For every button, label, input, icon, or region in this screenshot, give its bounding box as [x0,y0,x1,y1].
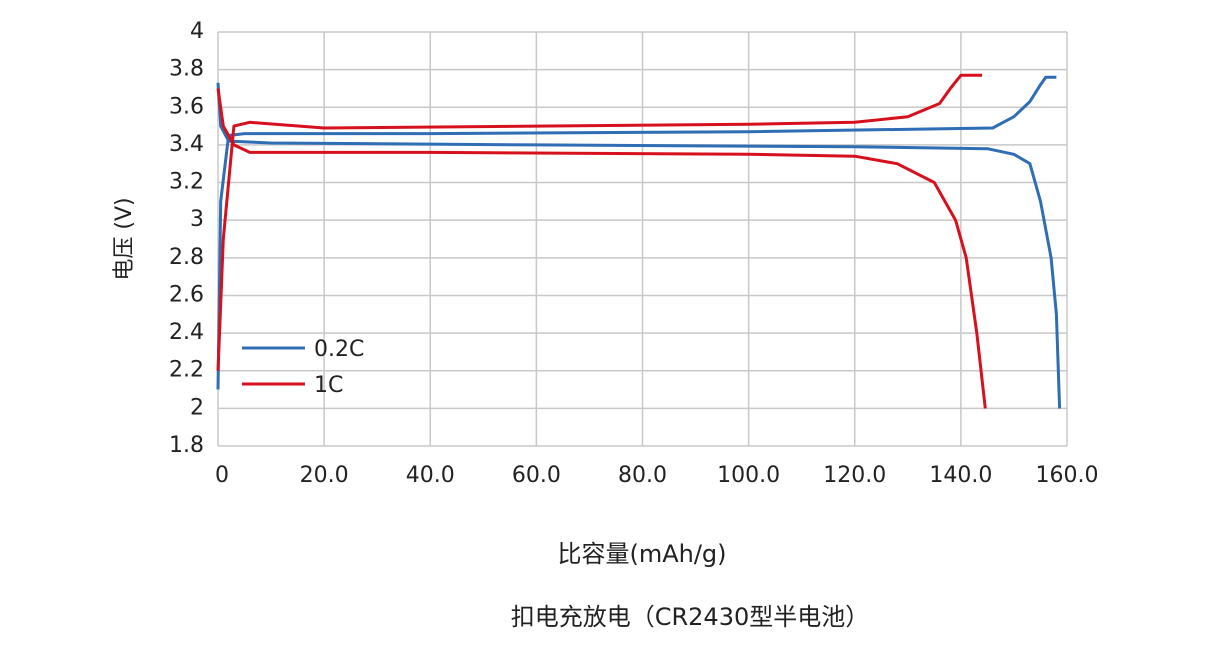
y-tick-label: 3.6 [169,94,204,119]
y-tick-label: 1.8 [169,433,204,458]
y-axis-label: 电压 (V) [112,197,137,280]
y-tick-label: 3 [190,207,204,232]
x-tick-label: 80.0 [618,463,667,488]
x-tick-label: 140.0 [929,463,992,488]
x-tick-label: 0 [215,463,229,488]
caption: 扣电充放电（CR2430型半电池） [511,603,870,631]
y-tick-label: 2 [190,395,204,420]
y-tick-label: 3.8 [169,57,204,82]
y-tick-label: 4 [190,19,204,44]
legend-label: 0.2C [314,337,364,362]
y-tick-label: 3.4 [169,132,204,157]
y-tick-label: 3.2 [169,170,204,195]
x-tick-label: 160.0 [1036,463,1099,488]
y-tick-label: 2.4 [169,320,204,345]
x-tick-label: 20.0 [300,463,349,488]
series-line [216,73,987,409]
x-tick-label: 120.0 [823,463,886,488]
x-tick-label: 40.0 [406,463,455,488]
series-line [216,75,1062,409]
x-tick-label: 60.0 [512,463,561,488]
x-axis-label: 比容量(mAh/g) [557,540,726,568]
legend-label: 1C [314,373,343,398]
y-tick-label: 2.6 [169,282,204,307]
y-tick-label: 2.2 [169,358,204,383]
x-tick-label: 100.0 [717,463,780,488]
y-tick-label: 2.8 [169,245,204,270]
